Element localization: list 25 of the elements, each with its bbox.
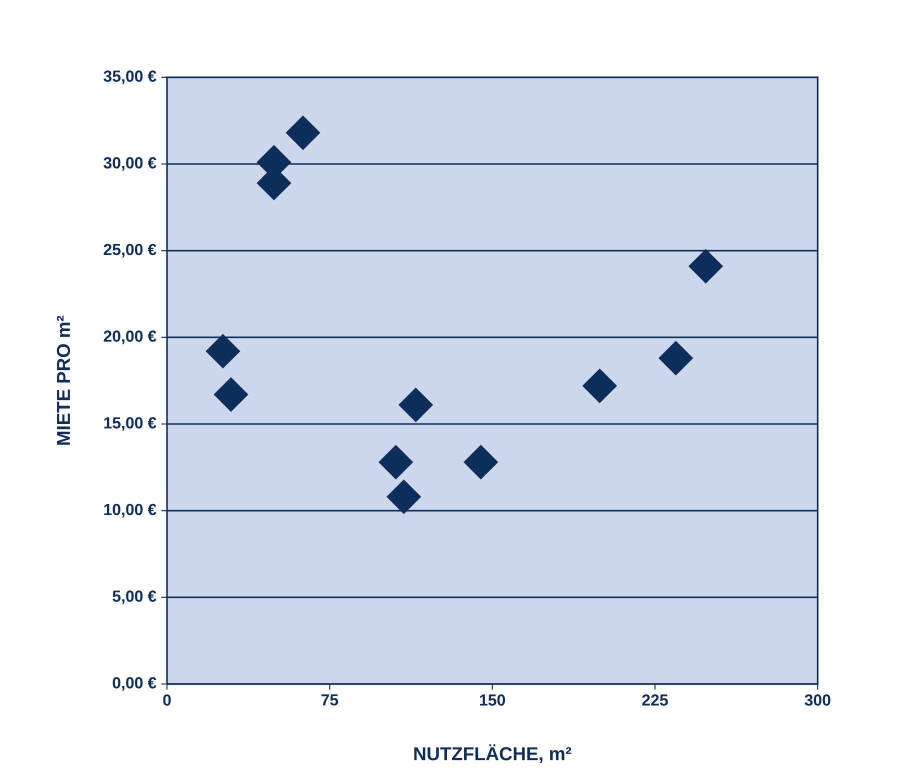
x-tick-label: 0 bbox=[163, 694, 171, 706]
y-tick-label: 5,00 € bbox=[112, 590, 156, 604]
point bbox=[398, 388, 434, 422]
x-tick-label: 75 bbox=[321, 694, 338, 706]
y-tick-label: 15,00 € bbox=[104, 417, 156, 431]
x-tick-label: 300 bbox=[804, 694, 830, 706]
point bbox=[386, 480, 422, 514]
x-tick-label: 225 bbox=[642, 694, 668, 706]
point bbox=[378, 444, 414, 480]
point bbox=[214, 377, 248, 412]
y-tick-label: 10,00 € bbox=[104, 504, 156, 518]
point bbox=[658, 340, 694, 376]
y-tick-label: 25,00 € bbox=[104, 244, 156, 258]
y-tick-label: 20,00 € bbox=[104, 330, 156, 344]
y-tick-label: 35,00 € bbox=[104, 70, 156, 84]
point bbox=[286, 116, 320, 150]
y-tick-label: 0,00 € bbox=[112, 677, 156, 691]
x-tick-label: 150 bbox=[480, 694, 506, 706]
point bbox=[582, 368, 617, 404]
point bbox=[206, 334, 240, 368]
x-axis-title: NUTZFLÄCHE, m² bbox=[414, 744, 572, 764]
point bbox=[688, 249, 723, 284]
point bbox=[464, 444, 498, 480]
y-tick-label: 30,00 € bbox=[104, 157, 156, 171]
y-axis-title: MIETE PRO m² bbox=[56, 316, 70, 445]
